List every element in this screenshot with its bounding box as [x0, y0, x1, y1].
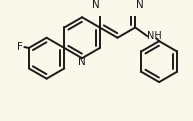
- Text: NH: NH: [147, 31, 161, 41]
- Text: F: F: [17, 42, 23, 52]
- Text: N: N: [92, 0, 99, 10]
- Text: N: N: [78, 57, 86, 68]
- Text: N: N: [136, 0, 143, 10]
